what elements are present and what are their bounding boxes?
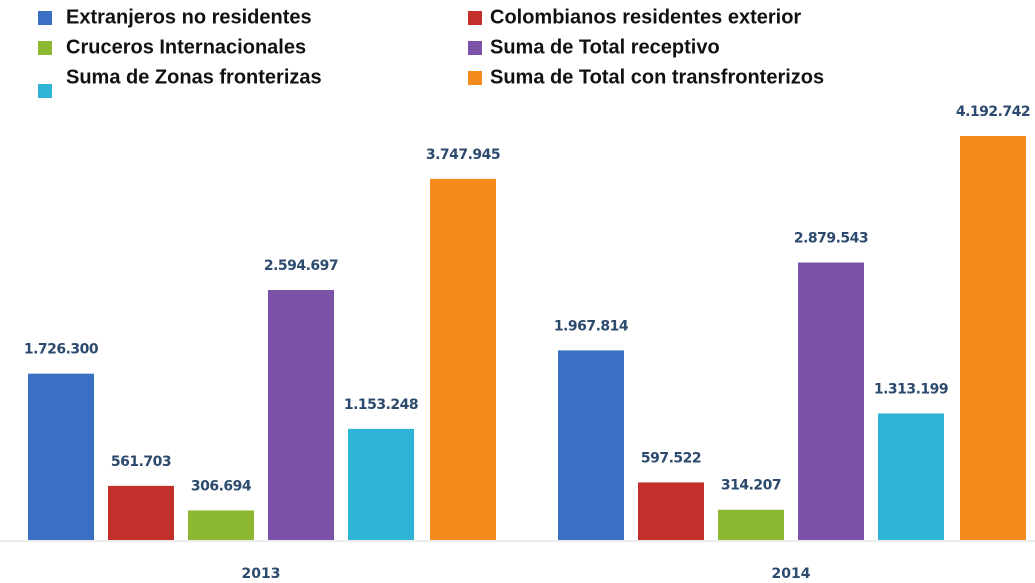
legend-swatch (468, 11, 482, 25)
value-label: 4.192.742 (956, 104, 1030, 120)
bar (348, 428, 414, 540)
bar (108, 485, 174, 540)
legend-label: Colombianos residentes exterior (490, 6, 801, 28)
bar (28, 373, 94, 540)
value-label: 1.967.814 (554, 318, 629, 334)
value-label: 3.747.945 (426, 147, 500, 163)
legend-label: Extranjeros no residentes (66, 6, 312, 28)
value-label: 2.594.697 (264, 258, 338, 274)
value-label: 597.522 (641, 450, 701, 466)
legend-label: Suma de Total con transfronterizos (490, 66, 824, 88)
legend-label: Suma de Zonas fronterizas (66, 66, 322, 88)
value-label: 1.726.300 (24, 342, 99, 358)
legend-label: Cruceros Internacionales (66, 36, 306, 58)
bar (558, 350, 624, 540)
bar (430, 178, 496, 540)
x-tick-label: 2014 (772, 566, 811, 582)
x-tick-label: 2013 (242, 566, 281, 582)
bar (718, 509, 784, 540)
bar (798, 262, 864, 540)
legend-swatch (38, 11, 52, 25)
legend-swatch (38, 84, 52, 98)
legend-swatch (38, 41, 52, 55)
value-label: 2.879.543 (794, 231, 868, 247)
value-label: 306.694 (191, 478, 252, 494)
value-label: 561.703 (111, 454, 171, 470)
value-label: 314.207 (721, 478, 781, 494)
legend-swatch (468, 71, 482, 85)
bar (188, 510, 254, 540)
value-label: 1.313.199 (874, 381, 948, 397)
legend-label: Suma de Total receptivo (490, 36, 720, 58)
bar (878, 413, 944, 540)
bar (960, 136, 1026, 540)
bar (268, 289, 334, 540)
legend-swatch (468, 41, 482, 55)
bar (638, 482, 704, 540)
value-label: 1.153.248 (344, 397, 418, 413)
